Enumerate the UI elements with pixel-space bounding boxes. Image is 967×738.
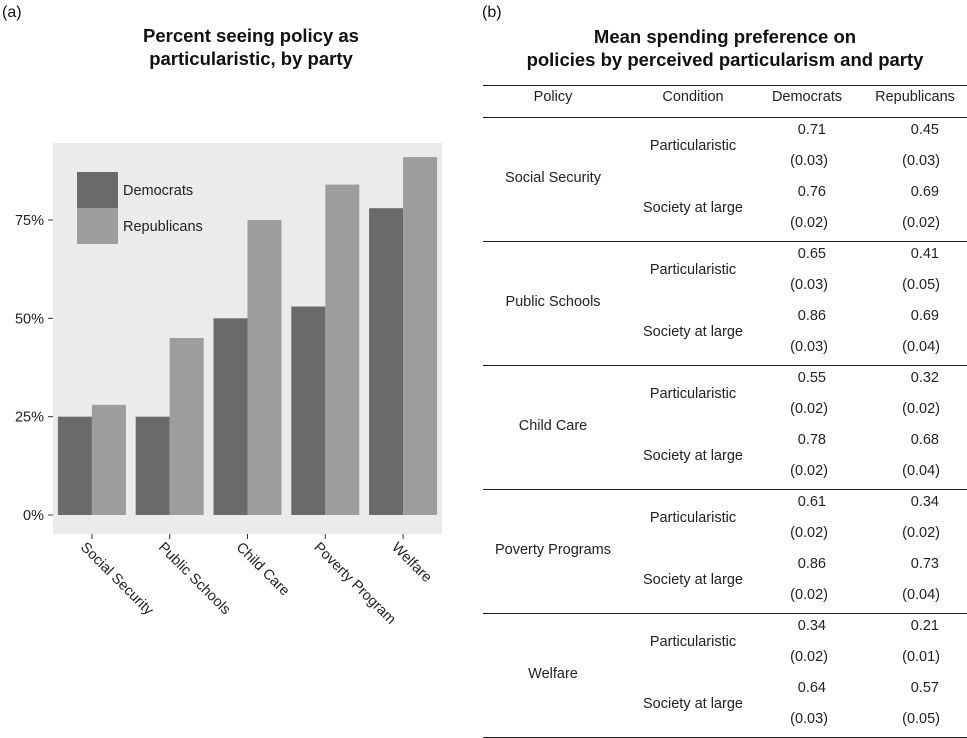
y-tick-label: 75% [15,213,44,229]
table-se-rep: (0.04) [902,339,940,355]
table-se-rep: (0.05) [902,711,940,727]
table-value-rep: 0.45 [910,122,939,138]
panel-b-label: (b) [482,4,502,21]
table-condition-name: Society at large [643,200,743,216]
bar-republicans-1 [169,338,204,515]
table-se-rep: (0.03) [902,153,940,169]
bar-democrats-2 [213,318,248,515]
bar-republicans-3 [325,184,360,515]
table-se-rep: (0.02) [902,401,940,417]
table-value-rep: 0.41 [910,246,939,262]
table-rule [483,117,967,118]
bar-democrats-4 [369,208,404,515]
table-se-dem: (0.03) [790,153,828,169]
table-header-republicans: Republicans [875,89,955,105]
table-value-rep: 0.34 [910,494,939,510]
table-se-dem: (0.02) [790,401,828,417]
table-se-dem: (0.02) [790,587,828,603]
table-se-dem: (0.03) [790,277,828,293]
table-rule [483,241,967,242]
table-value-rep: 0.21 [910,618,939,634]
table-condition-name: Particularistic [649,510,737,526]
bar-republicans-2 [247,220,282,515]
table-value-rep: 0.69 [910,184,939,200]
table-condition-name: Particularistic [649,262,737,278]
table-se-rep: (0.04) [902,463,940,479]
bar-democrats-0 [57,416,92,515]
y-tick-label: 25% [15,410,44,426]
table-value-dem: 0.55 [797,370,826,386]
table-value-dem: 0.61 [797,494,826,510]
table-se-dem: (0.02) [790,215,828,231]
table-value-dem: 0.86 [797,556,826,572]
table-se-dem: (0.02) [790,463,828,479]
table-policy-name: Welfare [528,666,578,682]
table-condition-name: Society at large [643,324,743,340]
table-value-dem: 0.34 [797,618,826,634]
table-se-rep: (0.01) [902,649,940,665]
table-rule [483,489,967,490]
legend-swatch-republicans [77,208,118,244]
x-tick-label: Welfare [388,540,434,586]
table-condition-name: Particularistic [649,634,737,650]
table-policy-name: Poverty Programs [494,542,612,558]
table-se-dem: (0.02) [790,525,828,541]
y-tick-label: 0% [23,508,44,524]
table-header-democrats: Democrats [771,89,843,105]
table-value-rep: 0.73 [910,556,939,572]
table-value-rep: 0.69 [910,308,939,324]
table-condition-name: Particularistic [649,138,737,154]
table-header-condition: Condition [662,89,724,105]
table-policy-name: Public Schools [505,294,601,310]
table-rule [483,365,967,366]
table-value-dem: 0.76 [797,184,826,200]
table-value-rep: 0.57 [910,680,939,696]
table-value-rep: 0.32 [910,370,939,386]
legend-label-democrats: Democrats [123,183,193,199]
table-value-dem: 0.78 [797,432,826,448]
table-condition-name: Society at large [643,572,743,588]
table-se-dem: (0.03) [790,711,828,727]
table-se-dem: (0.03) [790,339,828,355]
y-tick-label: 50% [15,311,44,327]
table-condition-name: Particularistic [649,386,737,402]
table-se-rep: (0.05) [902,277,940,293]
table-header-policy: Policy [533,89,573,105]
table-se-rep: (0.02) [902,215,940,231]
bar-republicans-4 [403,157,438,516]
table-rule [483,85,967,86]
table-value-dem: 0.64 [797,680,826,696]
table-se-rep: (0.02) [902,525,940,541]
table-policy-name: Social Security [505,170,601,186]
panel-a-label: (a) [2,4,22,21]
bar-democrats-3 [291,306,326,515]
bar-republicans-0 [91,404,126,515]
table-value-rep: 0.68 [910,432,939,448]
table-value-dem: 0.65 [797,246,826,262]
bar-democrats-1 [135,416,170,515]
legend-swatch-democrats [77,172,118,208]
x-tick-label: Poverty Program [310,540,398,628]
table-rule [483,613,967,614]
table-value-dem: 0.86 [797,308,826,324]
table-condition-name: Society at large [643,696,743,712]
table-title: Mean spending preference on policies by … [526,26,924,70]
table-value-dem: 0.71 [797,122,826,138]
x-tick-label: Social Security [77,540,157,620]
table-se-rep: (0.04) [902,587,940,603]
table-policy-name: Child Care [518,418,588,434]
x-tick-label: Public Schools [155,540,234,619]
legend-label-republicans: Republicans [123,219,203,235]
table-se-dem: (0.02) [790,649,828,665]
chart-title: Percent seeing policy as particularistic… [143,25,359,69]
table-condition-name: Society at large [643,448,743,464]
x-tick-label: Child Care [233,540,293,600]
